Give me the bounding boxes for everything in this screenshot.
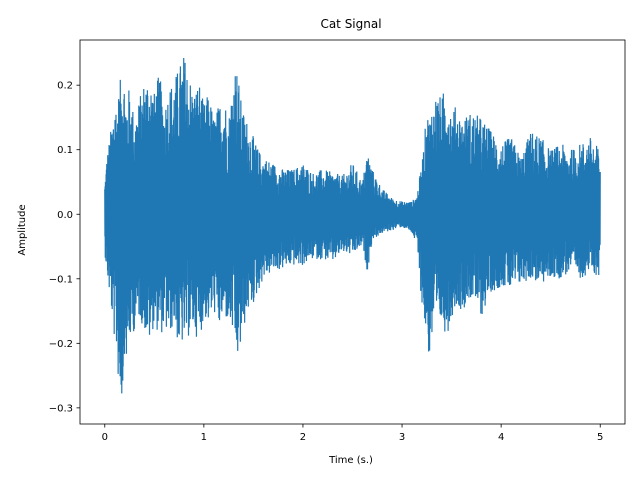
x-tick-label: 1	[201, 432, 207, 443]
x-axis-ticks: 0 1 2 3 4 5	[102, 424, 603, 443]
y-axis-label: Amplitude	[17, 204, 28, 255]
y-tick-label: 0.2	[57, 81, 73, 92]
plot-area	[104, 57, 601, 394]
y-tick-label: −0.2	[49, 339, 73, 350]
axes-frame	[79, 39, 626, 425]
x-tick-label: 0	[102, 432, 108, 443]
x-axis-label: Time (s.)	[328, 455, 373, 466]
x-tick-label: 4	[498, 432, 504, 443]
chart-title: Cat Signal	[320, 17, 381, 31]
y-tick-label: −0.1	[49, 274, 73, 285]
x-tick-label: 5	[597, 432, 603, 443]
y-tick-label: 0.1	[57, 145, 73, 156]
x-tick-label: 3	[399, 432, 405, 443]
y-axis-ticks: −0.3 −0.2 −0.1 0.0 0.1 0.2	[49, 81, 80, 414]
y-tick-label: −0.3	[49, 403, 73, 414]
y-tick-label: 0.0	[57, 210, 73, 221]
x-tick-label: 2	[300, 432, 306, 443]
signal-series-line	[104, 57, 601, 394]
